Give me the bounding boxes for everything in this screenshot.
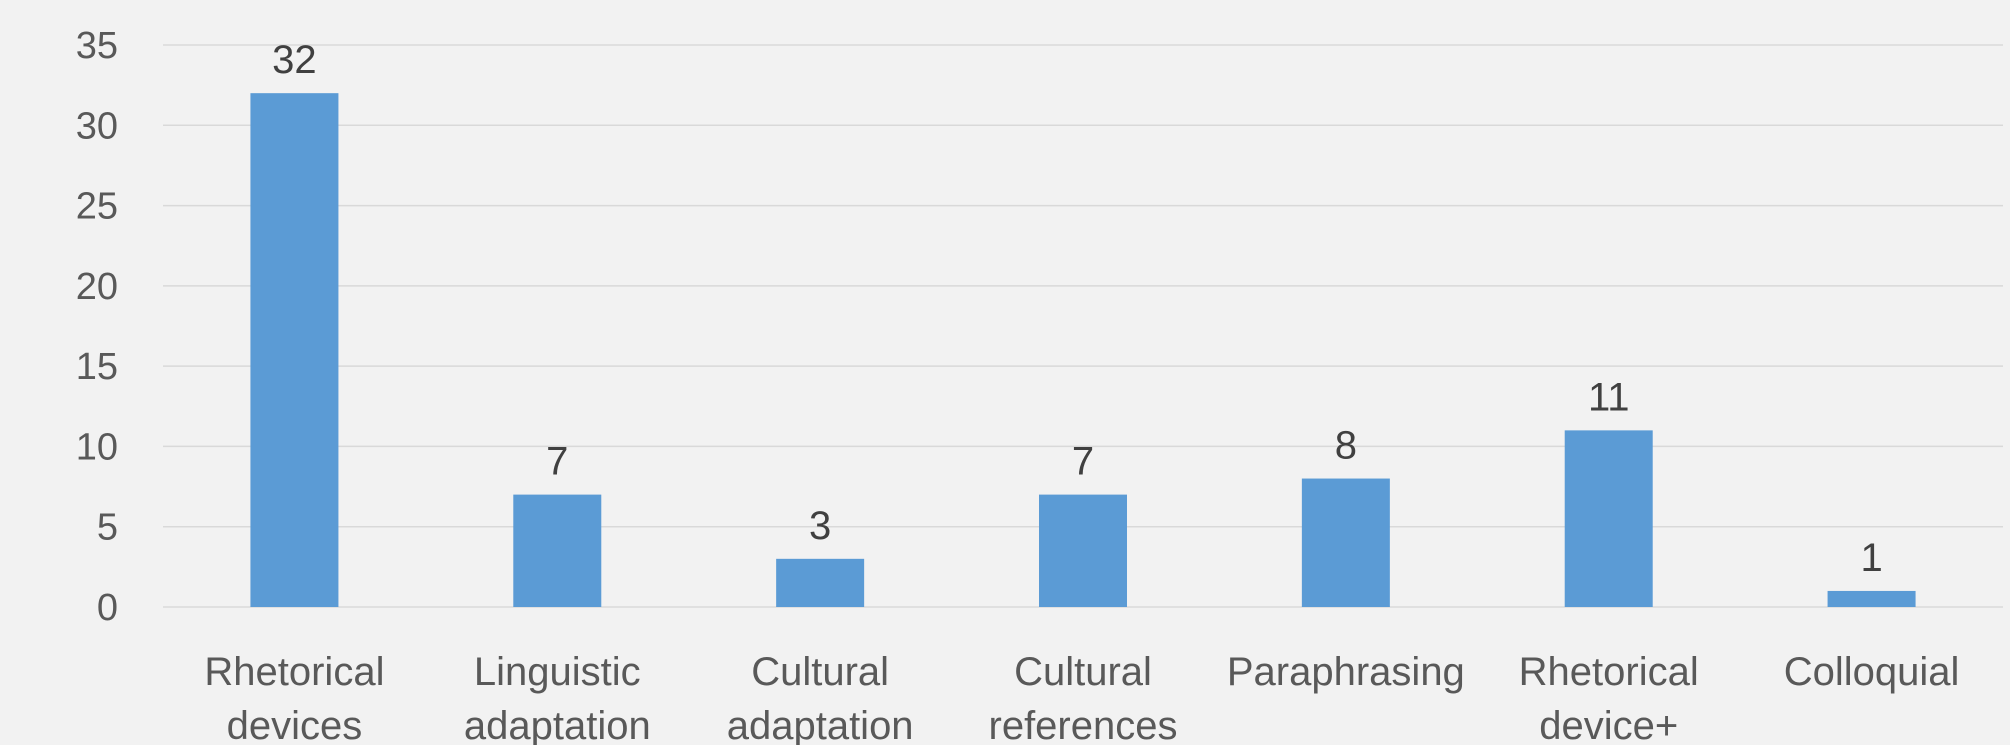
y-tick-label: 10	[76, 426, 118, 468]
bar	[1564, 430, 1653, 607]
x-category-label-line: device+	[1539, 704, 1678, 745]
x-category-label-line: Cultural	[1014, 650, 1152, 694]
bars	[250, 93, 1916, 607]
y-tick-label: 20	[76, 266, 118, 308]
x-category-label: Colloquial	[1784, 650, 1960, 694]
y-tick-label: 15	[76, 346, 118, 388]
x-category-label-line: adaptation	[464, 704, 651, 745]
x-category-label: Cultural references	[989, 650, 1178, 745]
x-category-label: Paraphrasing	[1227, 650, 1465, 694]
x-category-label-line: Linguistic	[474, 650, 641, 694]
x-category-label: Cultural adaptation	[727, 650, 914, 745]
y-tick-label: 5	[97, 507, 118, 549]
x-category-label-line: Colloquial	[1784, 650, 1960, 694]
y-axis-tick-labels: 0 5 10 15 20 25 30 35	[76, 25, 118, 629]
x-category-label-line: Rhetorical	[204, 650, 384, 694]
x-category-label-line: references	[989, 704, 1178, 745]
x-category-label: Rhetorical device+	[1519, 650, 1699, 745]
x-category-label: Linguistic adaptation	[464, 650, 651, 745]
bar	[1039, 494, 1127, 607]
x-category-label-line: adaptation	[727, 704, 914, 745]
y-tick-label: 0	[97, 587, 118, 629]
bar	[250, 93, 339, 607]
data-label: 32	[272, 38, 317, 82]
bar	[776, 558, 865, 607]
bar	[513, 494, 602, 607]
data-label: 3	[809, 504, 831, 548]
x-category-label-line: Cultural	[751, 650, 889, 694]
x-category-label-line: devices	[227, 704, 363, 745]
bar	[1301, 478, 1390, 607]
x-category-label-line: Rhetorical	[1519, 650, 1699, 694]
data-label: 7	[546, 440, 568, 484]
data-label: 1	[1860, 536, 1882, 580]
data-label: 8	[1335, 424, 1357, 468]
x-category-label-line: Paraphrasing	[1227, 650, 1465, 694]
bar	[1827, 590, 1916, 607]
y-tick-label: 25	[76, 186, 118, 228]
data-label: 7	[1072, 440, 1094, 484]
x-category-label: Rhetorical devices	[204, 650, 384, 745]
y-tick-label: 30	[76, 105, 118, 147]
y-tick-label: 35	[76, 25, 118, 67]
data-label: 11	[1588, 375, 1630, 419]
